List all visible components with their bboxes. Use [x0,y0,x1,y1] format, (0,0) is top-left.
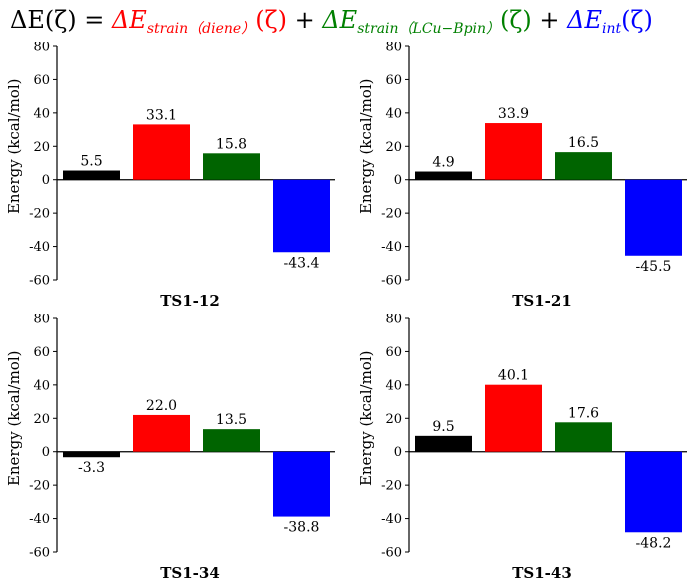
bar-value-label-ts1-21-3: 16.5 [568,135,599,151]
bar-ts1-21-1 [415,171,472,180]
bar-ts1-43-3 [555,422,612,452]
y-tick-label-ts1-21: -60 [381,274,402,289]
y-tick-label-ts1-34: 80 [33,314,50,327]
equation-term1-main: ΔE [111,6,147,34]
bar-ts1-12-1 [63,170,120,180]
bar-value-label-ts1-21-2: 33.9 [498,106,529,122]
y-tick-label-ts1-12: 20 [33,140,50,155]
bar-ts1-21-4 [625,179,682,256]
y-tick-label-ts1-12: 80 [33,42,50,55]
y-tick-label-ts1-34: 20 [33,412,50,427]
bar-ts1-21-2 [485,123,542,180]
chart-panel-ts1-12: -60 -40 -20 0 20 40 60 80 Energy (kcal/mol) 5.5 33… [0,42,340,312]
y-tick-label-ts1-34: 40 [33,378,50,393]
y-tick-label-ts1-21: -40 [381,240,402,255]
bar-value-label-ts1-12-4: -43.4 [284,255,320,271]
chart-panel-ts1-43: -60 -40 -20 0 20 40 60 80 Energy (kcal/mol) 9.5 40… [352,314,692,584]
bar-ts1-21-3 [555,152,612,180]
bar-value-label-ts1-34-2: 22.0 [146,398,177,414]
y-axis-label-ts1-21: Energy (kcal/mol) [357,79,375,215]
bar-ts1-12-2 [133,124,190,180]
y-tick-label-ts1-21: 20 [385,140,402,155]
y-tick-label-ts1-43: 40 [385,378,402,393]
bar-value-label-ts1-12-3: 15.8 [216,136,247,152]
bar-value-label-ts1-21-4: -45.5 [636,259,672,275]
panel-title-ts1-12: TS1-12 [160,292,220,310]
equation-term2-sub: strain（LCu−Bpin） [357,21,501,37]
bar-value-label-ts1-43-3: 17.6 [568,405,599,421]
equation-term1: ΔEstrain（diene）(ζ) [111,6,287,37]
equation-header: ΔE(ζ) = ΔEstrain（diene）(ζ) + ΔEstrain（LC… [10,0,700,42]
panel-title-ts1-43: TS1-43 [512,564,572,582]
bar-value-label-ts1-12-2: 33.1 [146,107,177,123]
equation-term2-main: ΔE [322,6,358,34]
y-tick-label-ts1-43: -20 [381,479,402,494]
bar-ts1-43-1 [415,435,472,452]
y-tick-label-ts1-43: 60 [385,345,402,360]
y-tick-label-ts1-12: 60 [33,73,50,88]
chart-svg-ts1-34: -60 -40 -20 0 20 40 60 80 Energy (kcal/mol) -3.3 2… [5,314,335,582]
bar-ts1-12-4 [273,179,330,253]
y-tick-label-ts1-43: -60 [381,546,402,561]
y-tick-label-ts1-12: -40 [29,240,50,255]
bar-value-label-ts1-43-2: 40.1 [498,368,529,384]
y-tick-label-ts1-43: 20 [385,412,402,427]
equation-term3-main: ΔE [567,6,603,34]
equation-term3: ΔEint(ζ) [567,6,653,37]
y-tick-label-ts1-34: 60 [33,345,50,360]
y-tick-label-ts1-34: 0 [42,445,50,460]
chart-svg-ts1-12: -60 -40 -20 0 20 40 60 80 Energy (kcal/mol) 5.5 33… [5,42,335,310]
bar-value-label-ts1-43-1: 9.5 [432,419,454,435]
equation-plus-1: + [294,6,315,34]
bar-value-label-ts1-43-4: -48.2 [636,535,672,551]
y-axis-label-ts1-12: Energy (kcal/mol) [5,79,23,215]
y-tick-label-ts1-34: -60 [29,546,50,561]
y-tick-label-ts1-21: 0 [394,173,402,188]
y-tick-label-ts1-21: 40 [385,106,402,121]
y-tick-label-ts1-34: -40 [29,512,50,527]
equation-term2-arg: (ζ) [500,6,532,34]
chart-svg-ts1-43: -60 -40 -20 0 20 40 60 80 Energy (kcal/mol) 9.5 40… [357,314,687,582]
bar-value-label-ts1-34-3: 13.5 [216,412,247,428]
y-tick-label-ts1-43: 80 [385,314,402,327]
chart-panel-ts1-34: -60 -40 -20 0 20 40 60 80 Energy (kcal/mol) -3.3 2… [0,314,340,584]
y-tick-label-ts1-21: 80 [385,42,402,55]
y-axis-label-ts1-43: Energy (kcal/mol) [357,351,375,487]
bar-ts1-34-4 [273,451,330,517]
equation-term1-sub: strain（diene） [146,21,256,37]
y-tick-label-ts1-21: 60 [385,73,402,88]
bar-ts1-34-1 [63,451,120,458]
bar-value-label-ts1-21-1: 4.9 [432,155,454,171]
panel-title-ts1-21: TS1-21 [512,292,572,310]
bar-ts1-43-4 [625,451,682,533]
bar-ts1-34-3 [203,429,260,452]
y-tick-label-ts1-43: 0 [394,445,402,460]
y-tick-label-ts1-12: 0 [42,173,50,188]
y-tick-label-ts1-12: -20 [29,207,50,222]
y-tick-label-ts1-12: 40 [33,106,50,121]
equation-lhs: ΔE(ζ) = [10,6,105,34]
y-tick-label-ts1-34: -20 [29,479,50,494]
bar-ts1-34-2 [133,414,190,452]
bar-ts1-43-2 [485,384,542,452]
equation-plus-2: + [539,6,560,34]
bar-ts1-12-3 [203,153,260,180]
equation-term3-arg: (ζ) [621,6,653,34]
bar-value-label-ts1-12-1: 5.5 [80,154,102,170]
y-tick-label-ts1-43: -40 [381,512,402,527]
y-tick-label-ts1-12: -60 [29,274,50,289]
equation-term3-sub: int [602,21,622,37]
y-tick-label-ts1-21: -20 [381,207,402,222]
chart-panel-ts1-21: -60 -40 -20 0 20 40 60 80 Energy (kcal/mol) 4.9 33… [352,42,692,312]
chart-svg-ts1-21: -60 -40 -20 0 20 40 60 80 Energy (kcal/mol) 4.9 33… [357,42,687,310]
equation-term1-arg: (ζ) [255,6,287,34]
panel-title-ts1-34: TS1-34 [160,564,220,582]
y-axis-label-ts1-34: Energy (kcal/mol) [5,351,23,487]
bar-value-label-ts1-34-4: -38.8 [284,520,320,536]
equation-term2: ΔEstrain（LCu−Bpin）(ζ) [322,6,532,37]
bar-value-label-ts1-34-1: -3.3 [78,460,105,476]
